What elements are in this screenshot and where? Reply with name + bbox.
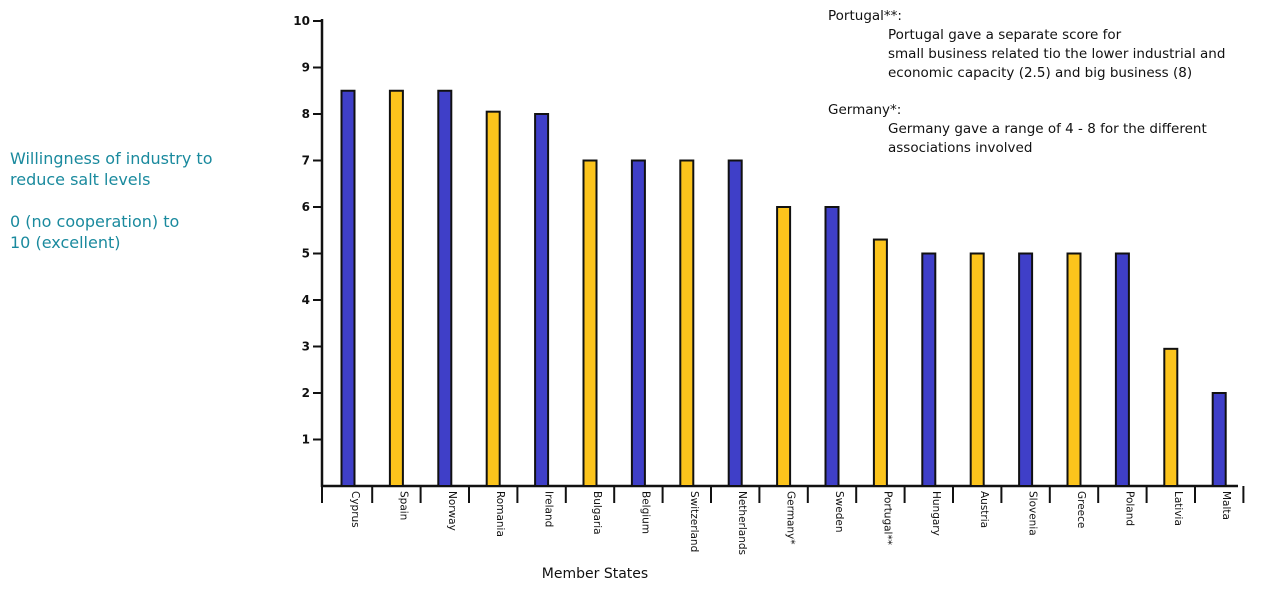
x-tick-label-14: Austria bbox=[978, 491, 990, 528]
x-tick-label-16: Greece bbox=[1075, 491, 1087, 528]
x-tick-label-19: Malta bbox=[1220, 491, 1232, 520]
y-tick-label-4: 4 bbox=[302, 293, 310, 307]
footnotes: Portugal**: Portugal gave a separate sco… bbox=[828, 7, 1278, 158]
x-tick-label-12: Portugal** bbox=[881, 491, 893, 545]
y-tick-label-3: 3 bbox=[302, 340, 310, 354]
germany-note-heading: Germany*: bbox=[828, 102, 902, 118]
x-tick-label-7: Belgium bbox=[639, 491, 651, 534]
bar-cyprus bbox=[340, 89, 356, 487]
germany-note-line-2: associations involved bbox=[888, 140, 1033, 156]
x-tick-label-5: Ireland bbox=[543, 491, 555, 527]
y-tick-label-1: 1 bbox=[302, 433, 310, 447]
x-tick-label-1: Cyprus bbox=[349, 491, 361, 528]
y-axis-title-line-2: reduce salt levels bbox=[10, 170, 151, 189]
x-tick-label-10: Germany* bbox=[785, 491, 797, 545]
bar-slovenia bbox=[1018, 252, 1034, 487]
y-axis-title-line-1: Willingness of industry to bbox=[10, 149, 213, 168]
y-axis-title: Willingness of industry to reduce salt l… bbox=[10, 148, 260, 253]
x-tick-label-6: Bulgaria bbox=[591, 491, 603, 535]
bar-hungary bbox=[921, 252, 937, 487]
y-tick-label-10: 10 bbox=[293, 14, 310, 28]
y-tick-label-2: 2 bbox=[302, 386, 310, 400]
x-tick-label-8: Switzerland bbox=[688, 491, 700, 552]
portugal-note-line-1: Portugal gave a separate score for bbox=[888, 27, 1122, 43]
x-tick-label-15: Slovenia bbox=[1027, 491, 1039, 536]
bar-sweden bbox=[824, 206, 840, 487]
x-tick-label-13: Hungary bbox=[930, 491, 942, 536]
x-tick-label-11: Sweden bbox=[833, 491, 845, 533]
portugal-note-line-3: economic capacity (2.5) and big business… bbox=[888, 65, 1193, 81]
bar-greece bbox=[1066, 252, 1082, 487]
y-tick-label-6: 6 bbox=[302, 200, 310, 214]
x-tick-label-3: Norway bbox=[446, 491, 458, 531]
bar-ireland bbox=[534, 113, 550, 487]
y-axis-title-line-4: 10 (excellent) bbox=[10, 233, 121, 252]
bar-germany bbox=[776, 206, 792, 487]
x-tick-label-17: Poland bbox=[1123, 491, 1135, 526]
bar-spain bbox=[388, 89, 404, 487]
bar-austria bbox=[969, 252, 985, 487]
bar-belgium bbox=[630, 159, 646, 487]
germany-note-line-1: Germany gave a range of 4 - 8 for the di… bbox=[888, 121, 1207, 137]
bar-switzerland bbox=[679, 159, 695, 487]
bar-norway bbox=[437, 89, 453, 487]
bar-romania bbox=[485, 110, 501, 488]
bar-portugal bbox=[872, 238, 888, 487]
x-axis-title: Member States bbox=[541, 566, 649, 582]
bar-poland bbox=[1114, 252, 1130, 487]
bar-lativia bbox=[1163, 347, 1179, 488]
y-axis-title-line-3: 0 (no cooperation) to bbox=[10, 212, 180, 231]
portugal-note-heading: Portugal**: bbox=[828, 8, 902, 24]
x-tick-label-4: Romania bbox=[494, 491, 506, 537]
y-tick-label-8: 8 bbox=[302, 107, 310, 121]
bar-netherlands bbox=[727, 159, 743, 487]
portugal-note-line-2: small business related tio the lower ind… bbox=[888, 46, 1226, 62]
bar-bulgaria bbox=[582, 159, 598, 487]
x-tick-label-2: Spain bbox=[397, 491, 409, 520]
x-tick-label-9: Netherlands bbox=[736, 491, 748, 555]
y-tick-label-7: 7 bbox=[302, 154, 310, 168]
y-tick-label-9: 9 bbox=[302, 61, 310, 75]
x-tick-label-18: Lativia bbox=[1172, 491, 1184, 526]
bar-malta bbox=[1211, 392, 1227, 487]
y-tick-label-5: 5 bbox=[302, 247, 310, 261]
